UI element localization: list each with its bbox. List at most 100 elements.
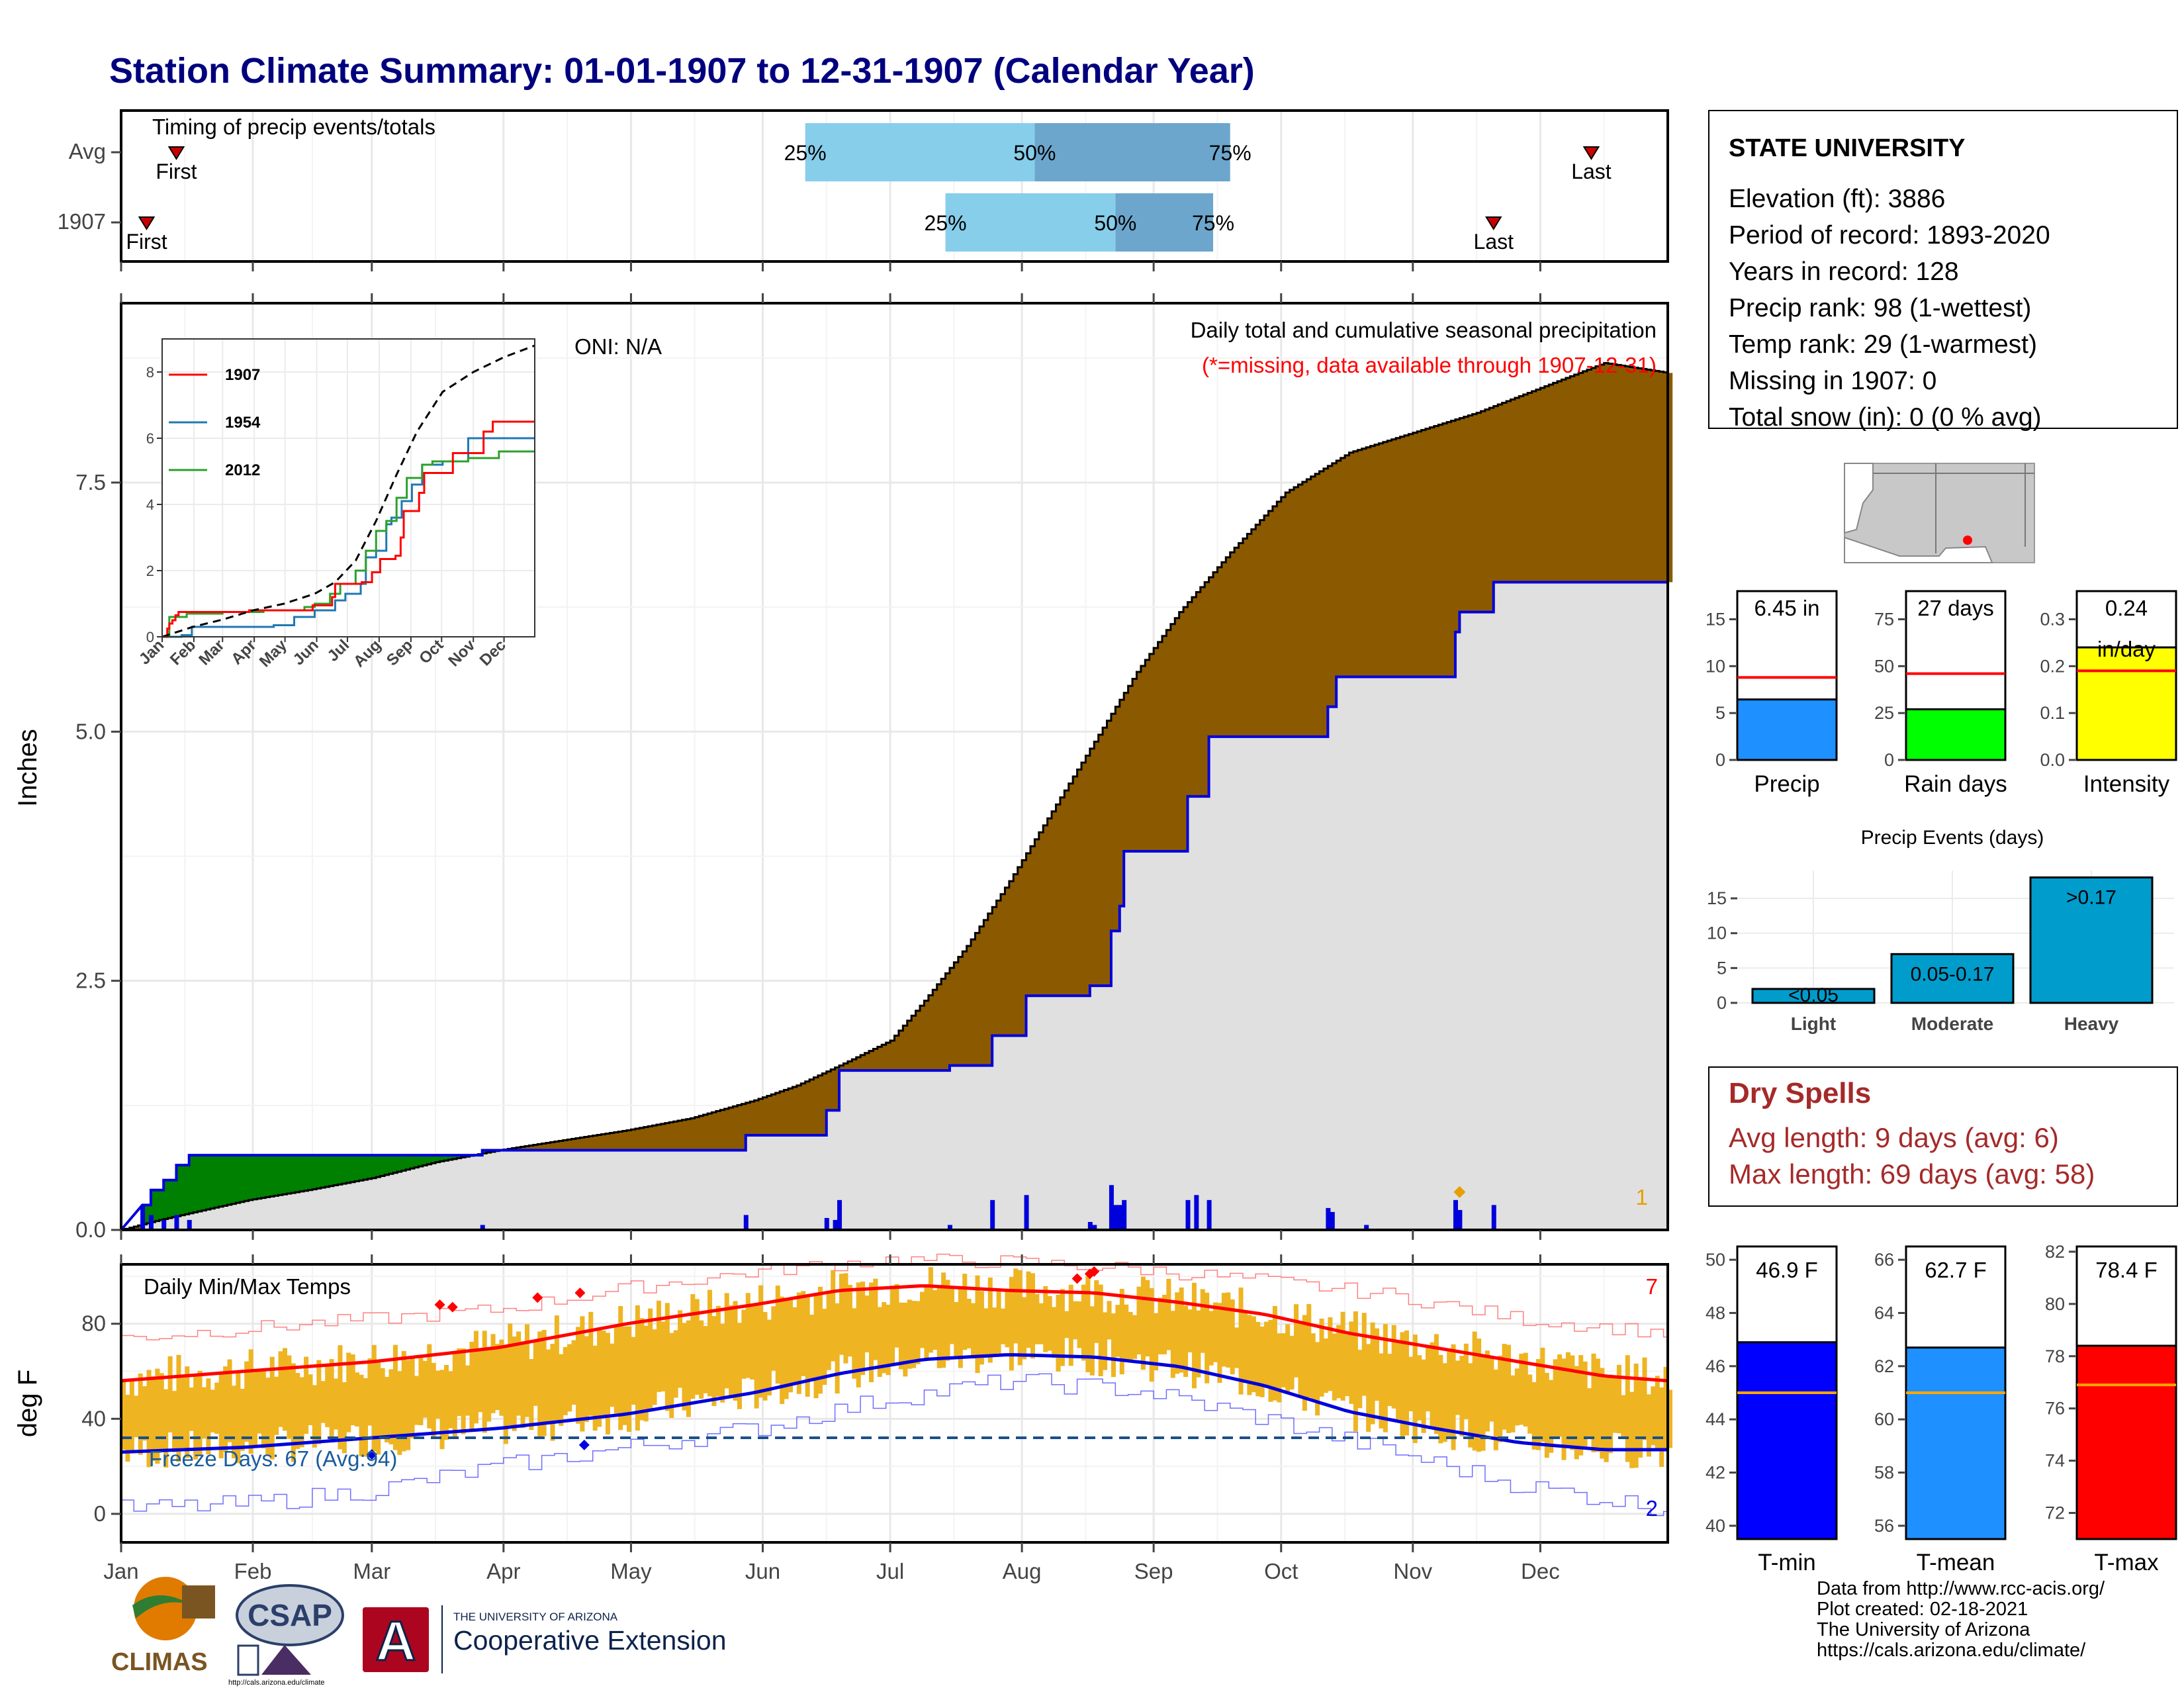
precip-above-average-area bbox=[406, 1155, 411, 1170]
precip-below-average-area bbox=[1570, 376, 1575, 583]
daily-temp-bar bbox=[367, 1358, 373, 1426]
precip-below-average-area bbox=[614, 1132, 619, 1150]
precip-below-average-area bbox=[1659, 371, 1664, 583]
daily-temp-bar bbox=[1111, 1313, 1116, 1378]
daily-temp-bar bbox=[758, 1285, 764, 1398]
precip-y-tick-label: 5.0 bbox=[75, 719, 106, 743]
precip-below-average-area bbox=[1328, 465, 1333, 707]
precip-below-average-area bbox=[1128, 686, 1133, 851]
precip-above-average-area bbox=[376, 1155, 381, 1178]
precip-below-average-area bbox=[550, 1142, 555, 1150]
month-label: Aug bbox=[1003, 1559, 1042, 1583]
daily-temp-bar bbox=[1166, 1278, 1171, 1350]
daily-temp-bar bbox=[163, 1389, 169, 1468]
temp-y-tick-label: 80 bbox=[81, 1311, 106, 1336]
daily-temp-bar bbox=[410, 1356, 415, 1438]
precip-below-average-area bbox=[1523, 394, 1528, 583]
daily-temp-bar bbox=[771, 1306, 776, 1371]
daily-temp-bar bbox=[1438, 1354, 1443, 1444]
daily-temp-bar bbox=[355, 1372, 360, 1427]
daily-temp-bar bbox=[1604, 1376, 1609, 1462]
daily-precip-bar bbox=[1122, 1199, 1127, 1230]
precip-below-average-area bbox=[1319, 471, 1324, 737]
precip-below-average-area bbox=[699, 1115, 704, 1150]
precip-below-average-area bbox=[1484, 409, 1490, 612]
daily-temp-bar bbox=[452, 1353, 457, 1437]
precip-below-average-area bbox=[962, 951, 968, 1066]
daily-temp-bar bbox=[915, 1301, 921, 1364]
precip-below-average-area bbox=[1646, 369, 1652, 583]
timing-p50-label: 50% bbox=[1094, 211, 1136, 235]
daily-temp-bar bbox=[1426, 1346, 1431, 1412]
precip-below-average-area bbox=[920, 1006, 925, 1071]
precip-above-average-area bbox=[244, 1155, 250, 1201]
daily-temp-bar bbox=[1557, 1354, 1563, 1437]
daily-temp-bar bbox=[983, 1308, 989, 1358]
precip-below-average-area bbox=[703, 1114, 708, 1150]
temp-bar-y-tick-label: 64 bbox=[1874, 1303, 1894, 1323]
daily-temp-bar bbox=[1030, 1273, 1035, 1359]
daily-temp-bar bbox=[639, 1318, 645, 1421]
timing-title: Timing of precip events/totals bbox=[152, 115, 435, 139]
precip-below-average-area bbox=[546, 1143, 551, 1150]
daily-temp-bar bbox=[1043, 1286, 1048, 1352]
precip-below-average-area bbox=[631, 1129, 636, 1150]
precip-below-average-area bbox=[1519, 396, 1524, 583]
daily-temp-bar bbox=[325, 1365, 330, 1427]
precip-below-average-area bbox=[1298, 484, 1303, 737]
daily-temp-bar bbox=[1251, 1316, 1256, 1393]
timing-panel: 25% 50% 75% First Last 25% 50% 75% First Last Tim… bbox=[58, 109, 1669, 271]
daily-temp-bar bbox=[201, 1387, 207, 1439]
precip-y-tick-label: 7.5 bbox=[75, 470, 106, 494]
daily-temp-bar bbox=[571, 1340, 576, 1405]
daily-temp-bar bbox=[660, 1321, 666, 1391]
precip-below-average-area bbox=[1056, 804, 1061, 996]
daily-temp-bar bbox=[503, 1347, 508, 1444]
daily-temp-bar bbox=[257, 1370, 262, 1434]
daily-temp-bar bbox=[1396, 1340, 1401, 1420]
daily-temp-bar bbox=[678, 1310, 683, 1388]
precip-below-average-area bbox=[1217, 567, 1222, 737]
precip-below-average-area bbox=[1085, 755, 1091, 996]
daily-temp-bar bbox=[1549, 1380, 1554, 1453]
precip-above-average-area bbox=[291, 1155, 296, 1194]
events-title: Precip Events (days) bbox=[1861, 827, 2044, 849]
daily-temp-bar bbox=[1115, 1305, 1120, 1357]
station-line: Missing in 1907: 0 bbox=[1729, 367, 1936, 395]
precip-above-average-area bbox=[448, 1155, 453, 1160]
precip-above-average-area bbox=[388, 1155, 394, 1174]
precip-above-average-area bbox=[193, 1155, 199, 1213]
daily-temp-bar bbox=[1480, 1356, 1486, 1451]
precip-above-average-area bbox=[410, 1155, 415, 1169]
daily-temp-bar bbox=[1310, 1333, 1316, 1401]
daily-temp-bar bbox=[860, 1282, 866, 1376]
daily-temp-bar bbox=[1472, 1331, 1477, 1451]
precip-above-average-area bbox=[214, 1155, 220, 1208]
precip-below-average-area bbox=[541, 1143, 547, 1150]
precip-below-average-area bbox=[877, 1047, 883, 1071]
daily-temp-bar bbox=[588, 1311, 594, 1416]
mini-bar-y-tick-label: 0 bbox=[1715, 750, 1725, 770]
temp-bar-label: T-max bbox=[2094, 1550, 2159, 1575]
daily-temp-bar bbox=[1132, 1315, 1138, 1359]
precip-below-average-area bbox=[1052, 811, 1057, 996]
precip-above-average-area bbox=[346, 1155, 351, 1183]
precip-below-average-area bbox=[1175, 618, 1180, 851]
record-max-line bbox=[121, 1253, 1668, 1340]
precip-below-average-area bbox=[1264, 515, 1269, 737]
average-cumulative-line bbox=[121, 361, 1669, 1231]
precip-below-average-area bbox=[1668, 373, 1673, 583]
timing-frame bbox=[120, 109, 1669, 263]
precip-below-average-area bbox=[1285, 492, 1291, 737]
climas-leaf-icon bbox=[132, 1595, 192, 1618]
precip-below-average-area bbox=[860, 1055, 866, 1071]
precip-below-average-area bbox=[954, 962, 959, 1066]
daily-temp-bar bbox=[1119, 1288, 1124, 1375]
daily-temp-bar bbox=[554, 1315, 559, 1422]
daily-precip-bar bbox=[1109, 1185, 1114, 1230]
daily-temp-bar bbox=[1073, 1301, 1078, 1340]
daily-temp-bar bbox=[129, 1380, 134, 1452]
precip-above-average-area bbox=[401, 1155, 406, 1171]
daily-temp-bar bbox=[733, 1301, 738, 1401]
